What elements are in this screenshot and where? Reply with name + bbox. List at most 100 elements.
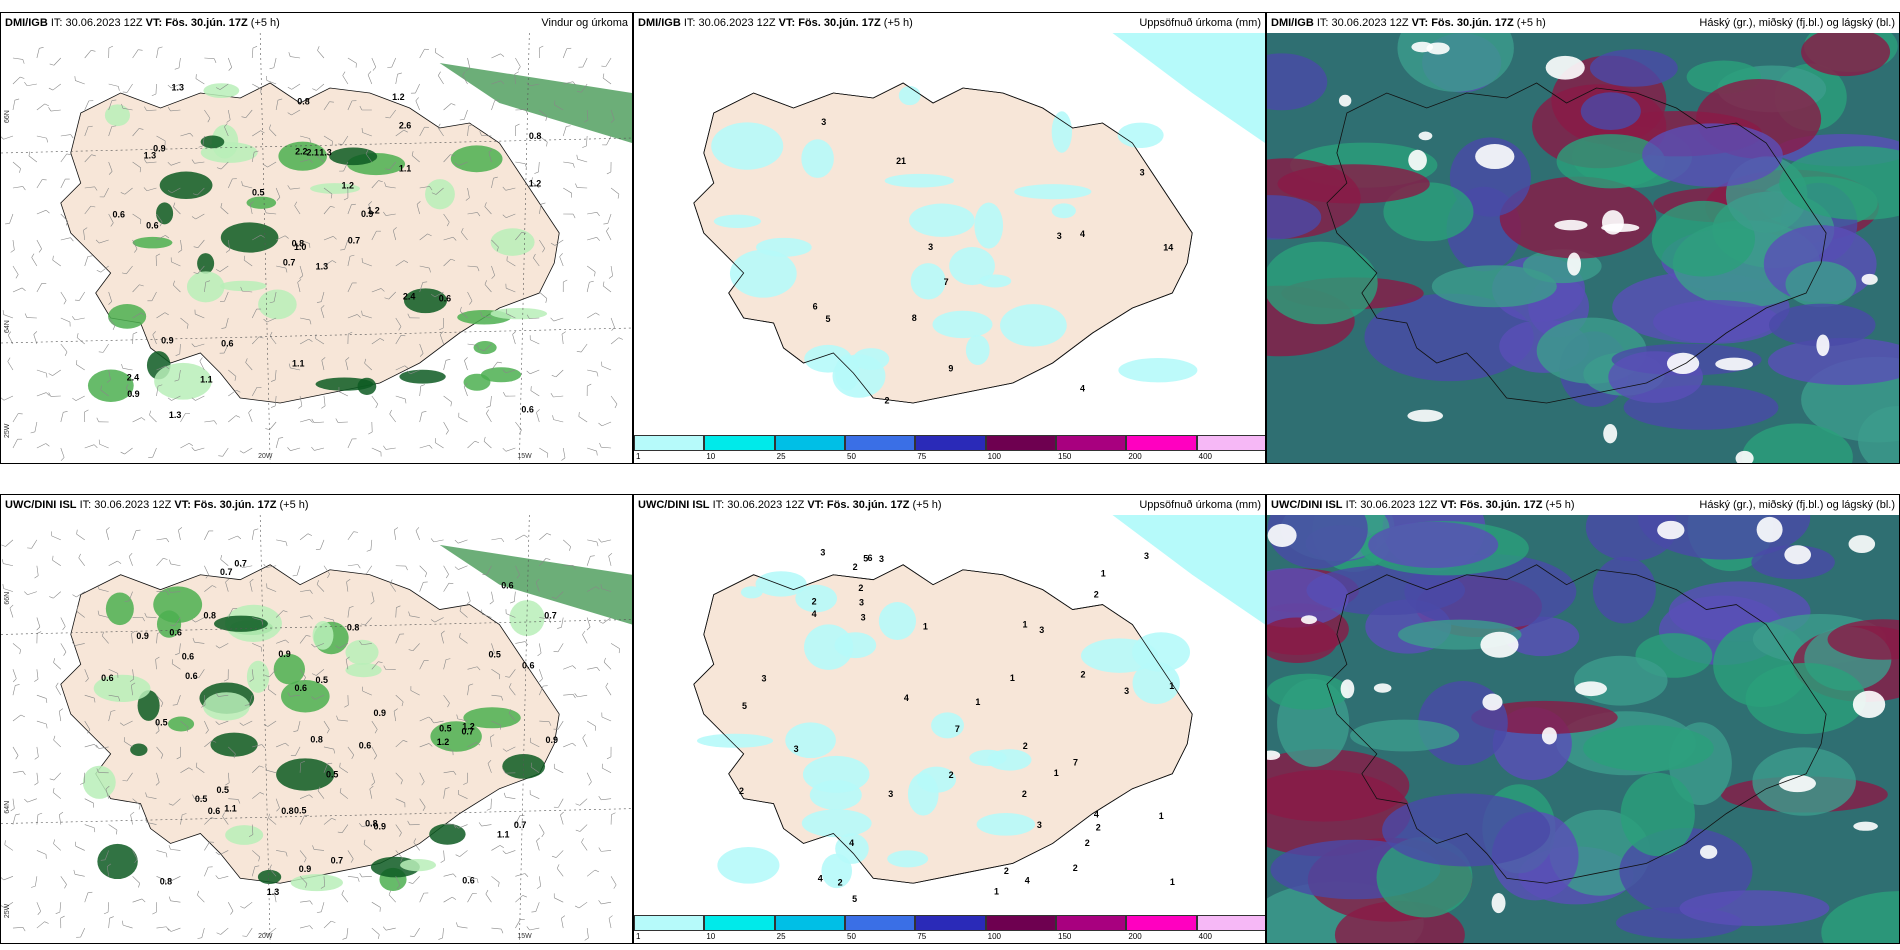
wind-barb	[223, 669, 229, 682]
wind-barb	[361, 258, 372, 267]
wind-barb	[339, 762, 349, 774]
wind-barb	[299, 794, 313, 799]
wind-barb	[299, 925, 313, 930]
axis-label: 15W	[517, 933, 532, 940]
cloud-blob	[1382, 793, 1551, 867]
wind-barb	[60, 643, 67, 656]
wind-barb	[178, 527, 183, 540]
wind-barb	[172, 695, 181, 706]
wind-barb	[268, 813, 277, 825]
wind-barb	[323, 565, 330, 579]
clear-sky-patch	[1408, 149, 1427, 171]
wind-barb	[536, 837, 540, 851]
wind-barb	[347, 100, 357, 111]
precip-area	[1118, 357, 1198, 383]
wind-barb	[176, 746, 181, 760]
colorbar-tick: 50	[847, 452, 856, 461]
value-label: 0.8	[297, 97, 309, 107]
wind-barb	[156, 135, 166, 146]
wind-barb	[515, 109, 528, 114]
value-label: 4	[1080, 229, 1085, 239]
wind-barb	[581, 838, 588, 851]
panel-header: DMI/IGB IT: 30.06.2023 12Z VT: Fös. 30.j…	[1, 13, 632, 33]
wind-barb	[315, 334, 325, 345]
wind-barb	[171, 659, 181, 670]
wind-barb	[126, 384, 133, 397]
wind-barb	[419, 444, 433, 449]
wind-barb	[598, 421, 612, 427]
wind-barb	[48, 107, 61, 112]
map-svg: 3 4 4 7 9 21 3 6 8 14 5 3 2 3	[634, 33, 1265, 463]
wind-barb	[132, 876, 141, 888]
wind-barb	[191, 343, 205, 348]
value-label: 4	[1025, 875, 1030, 885]
value-label: 1.0	[294, 242, 306, 252]
colorbar-swatch	[1126, 915, 1197, 931]
value-label: 7	[1073, 758, 1078, 768]
wind-barb	[454, 565, 468, 570]
wind-barb	[198, 135, 205, 148]
wind-barb	[53, 658, 62, 670]
wind-barb	[578, 57, 588, 68]
wind-barb	[438, 71, 444, 85]
wind-barb	[267, 684, 277, 696]
wind-barb	[361, 127, 372, 137]
precip-area	[219, 280, 267, 292]
cloud-blob	[1350, 719, 1460, 752]
wind-barb	[275, 610, 288, 618]
wind-barb	[550, 317, 564, 322]
wind-barb	[419, 660, 429, 670]
wind-barb	[610, 317, 615, 331]
wind-barb	[204, 866, 213, 877]
wind-barb	[491, 694, 504, 701]
wind-barb	[342, 928, 349, 940]
wind-barb	[174, 369, 181, 382]
valid-time: Fös. 30.jún. 17Z	[165, 17, 248, 29]
wind-barb	[96, 417, 109, 423]
wind-barb	[84, 154, 96, 163]
wind-barb	[430, 538, 444, 543]
wind-barb	[370, 591, 375, 605]
wind-barb	[156, 365, 170, 371]
wind-barb	[193, 265, 205, 274]
value-label: 0.6	[146, 220, 158, 230]
value-label: 2	[853, 562, 858, 572]
land	[60, 82, 560, 404]
wind-barb	[276, 742, 289, 748]
value-label: 3	[761, 674, 766, 684]
value-label: 0.8	[160, 877, 172, 887]
wind-barb	[249, 669, 254, 682]
panel-header: DMI/IGB IT: 30.06.2023 12Z VT: Fös. 30.j…	[1267, 13, 1899, 33]
wind-barb	[108, 291, 112, 305]
wind-barb	[443, 395, 452, 407]
wind-barb	[204, 740, 217, 748]
precip-area	[310, 183, 361, 194]
value-label: 1	[1010, 673, 1015, 683]
value-label: 4	[849, 838, 854, 848]
clear-sky-patch	[1784, 545, 1812, 565]
wind-barb	[98, 439, 109, 449]
wind-barb	[491, 720, 501, 730]
wind-barb	[36, 239, 42, 253]
valid-label: VT:	[778, 17, 796, 29]
wind-barb	[215, 875, 229, 880]
precip-area	[949, 246, 995, 286]
wind-barb	[443, 873, 457, 878]
wind-barb	[36, 46, 44, 59]
wind-barb	[84, 50, 96, 59]
wind-barb	[563, 742, 576, 748]
axis-label: 20W	[258, 453, 273, 460]
clear-sky-patch	[1480, 631, 1519, 658]
wind-barb	[1, 395, 14, 401]
wind-barb	[53, 839, 62, 851]
colorbar-swatch	[985, 435, 1056, 451]
wind-barb	[108, 99, 117, 111]
wind-barb	[60, 617, 66, 631]
wind-barb	[407, 313, 420, 319]
precip-area	[105, 592, 134, 626]
wind-barb	[323, 617, 335, 625]
wind-barb	[180, 442, 194, 449]
precip-area	[884, 173, 954, 188]
wind-barb	[36, 209, 50, 215]
cloud-blob	[1767, 337, 1899, 385]
